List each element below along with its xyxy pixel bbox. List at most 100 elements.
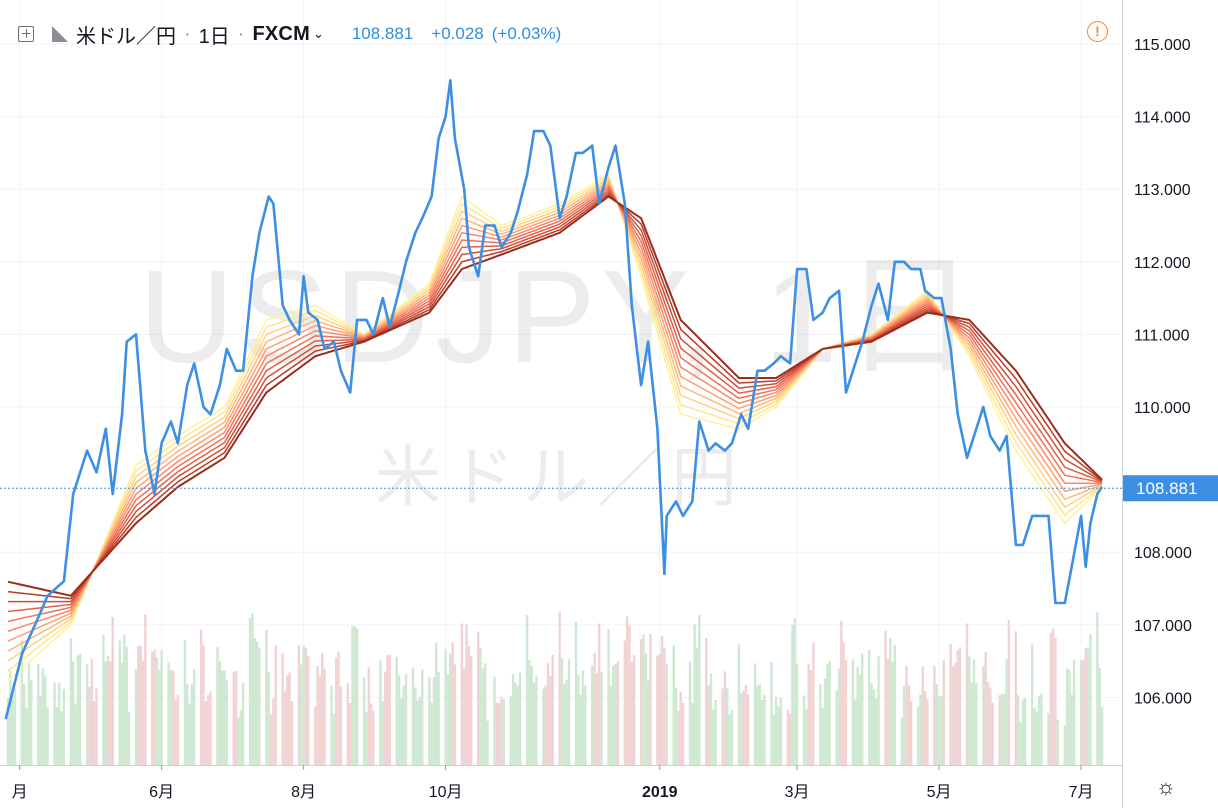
volume-bar [721, 688, 724, 765]
volume-bar [78, 653, 82, 765]
volume-bar [786, 709, 789, 765]
volume-bar [92, 701, 96, 765]
volume-bar [986, 682, 990, 765]
volume-bar [134, 668, 138, 765]
volume-bar [742, 690, 745, 765]
volume-bar [1049, 632, 1052, 765]
volume-bar [272, 698, 275, 765]
volume-bar [106, 655, 110, 765]
price-axis[interactable]: 115.000 114.000 113.000 112.000 111.000 110.0… [1134, 37, 1192, 707]
volume-bar [681, 702, 685, 765]
volume-bar [707, 685, 710, 765]
volume-bar [502, 699, 505, 765]
time-axis-tick-label: 6月 [149, 784, 174, 801]
volume-bar [302, 645, 305, 765]
volume-bar [60, 711, 63, 765]
volume-bar [255, 641, 259, 765]
volume-bar [290, 701, 294, 765]
volume-bar [949, 643, 952, 765]
volume-bar [9, 671, 12, 765]
volume-bar [369, 703, 373, 765]
volume-bar [1072, 659, 1076, 765]
add-compare-icon[interactable] [18, 26, 34, 42]
volume-bar [858, 674, 862, 765]
volume-bar [965, 623, 969, 765]
volume-bar [937, 695, 941, 765]
volume-bar [463, 668, 466, 765]
volume-bar [758, 684, 762, 765]
volume-bar [95, 688, 98, 765]
volume-bar [1054, 637, 1057, 765]
volume-bar [476, 631, 480, 765]
volume-bar [1070, 694, 1073, 765]
volume-bar [400, 698, 403, 765]
volume-bar [241, 682, 245, 765]
chevron-down-icon[interactable]: ⌄ [312, 26, 324, 41]
exchange-label[interactable]: FXCM [252, 22, 310, 45]
volume-bar [544, 685, 547, 765]
price-axis-tick-label: 107.000 [1134, 618, 1192, 635]
separator-dot: · [184, 22, 191, 45]
volume-bar [1047, 713, 1050, 765]
volume-bar [500, 696, 503, 765]
volume-bar [386, 655, 389, 765]
symbol-name[interactable]: 米ドル／円 [76, 25, 176, 48]
volume-bar [688, 661, 692, 765]
volume-bar [989, 687, 992, 765]
volume-bar [314, 706, 317, 765]
grid-lines [0, 0, 1122, 765]
volume-bar [183, 640, 187, 765]
volume-bar [127, 712, 131, 765]
volume-bar [886, 659, 890, 765]
volume-bar [330, 685, 333, 765]
volume-bar [609, 685, 613, 765]
volume-bar [875, 698, 878, 765]
volume-bar [891, 661, 894, 765]
volume-bar [565, 679, 568, 765]
warning-icon[interactable]: ! [1087, 21, 1108, 42]
settings-icon[interactable]: ☼ [1155, 774, 1177, 799]
volume-bar [53, 682, 56, 765]
volume-bar [691, 703, 694, 765]
volume-bar [234, 670, 238, 765]
volume-bar [25, 707, 28, 765]
volume-bar [632, 655, 636, 765]
volume-bar [232, 671, 235, 765]
volume-bar [465, 624, 468, 765]
volume-bar [404, 674, 408, 765]
price-line [4, 79, 1104, 720]
volume-bar [872, 689, 876, 765]
volume-bar [346, 683, 350, 765]
volume-bar [90, 658, 93, 765]
volume-bar [921, 666, 924, 765]
volume-bar [1098, 667, 1101, 765]
volume-bar [542, 688, 545, 765]
volume-bar [984, 652, 987, 765]
interval-label[interactable]: 1日 [198, 25, 230, 48]
time-axis[interactable]: 月 6月 8月 10月 2019 3月 5月 7月 [12, 765, 1094, 801]
volume-bar [532, 682, 536, 765]
volume-bar [888, 638, 892, 765]
volume-bar [737, 644, 741, 765]
volume-bar [623, 640, 627, 765]
volume-bar [460, 623, 464, 765]
volume-bar [674, 687, 678, 765]
volume-bar [698, 615, 701, 765]
volume-bar [614, 663, 617, 765]
volume-bar [840, 620, 843, 765]
volume-bar [616, 661, 620, 765]
volume-bar [970, 682, 973, 765]
volume-bar [972, 659, 976, 765]
price-change: +0.028 [431, 24, 484, 43]
volume-bar [174, 699, 177, 765]
volume-bar [935, 684, 938, 765]
volume-bar [1065, 668, 1069, 765]
volume-bar [381, 701, 384, 765]
volume-bar [753, 663, 757, 765]
price-axis-tick-label: 106.000 [1134, 690, 1192, 707]
volume-bar [828, 660, 831, 765]
volume-bar [868, 649, 871, 765]
volume-bar [628, 625, 631, 765]
flag-icon[interactable] [52, 26, 68, 42]
